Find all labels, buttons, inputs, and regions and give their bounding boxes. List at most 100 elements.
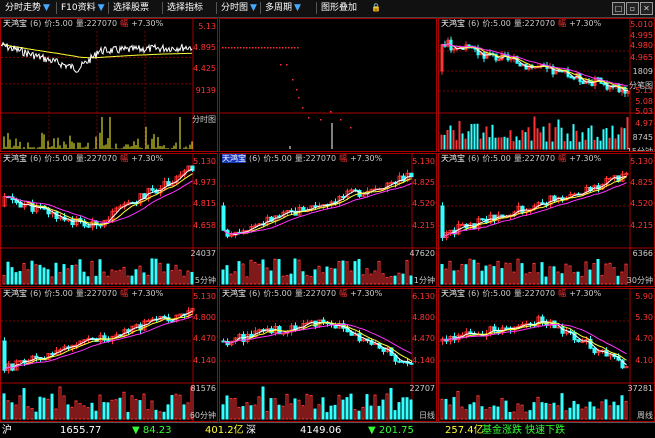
dropdown-arrow-icon[interactable]: ▼	[294, 3, 301, 13]
chart-panel-1[interactable]	[219, 18, 437, 152]
chart-canvas	[1, 154, 217, 286]
minimize-icon[interactable]: ▫	[626, 2, 639, 15]
candle-body	[162, 181, 167, 190]
volume-bar	[102, 271, 106, 285]
tick-point	[231, 47, 233, 49]
volume-bar	[273, 398, 277, 420]
panel-title-name: 天鸿宝	[222, 289, 246, 298]
volume-bar	[556, 271, 560, 285]
panel-title-name: 天鸿宝	[3, 289, 27, 298]
volume-bar	[544, 276, 548, 285]
toolbar-button-5[interactable]: 多周期 ▼	[262, 1, 306, 15]
volume-bar	[146, 274, 150, 285]
chart-panel-2[interactable]: 天鸿宝 (6) 价:5.00 量:227070 幅 +7.30% 5.010 4.995 4.9…	[438, 18, 655, 152]
chart-panel-5[interactable]: 天鸿宝 (6) 价:5.00 量:227070 幅 +7.30% 5.130 4.825 4.5…	[438, 153, 655, 287]
volume-bar	[472, 402, 476, 420]
tick-point	[237, 47, 239, 49]
dropdown-arrow-icon[interactable]: ▼	[43, 3, 50, 13]
volume-bar	[74, 400, 78, 420]
chart-panel-4[interactable]: 天鸿宝 (6) 价:5.00 量:227070 幅 +7.30% 5.130 4.825 4.5…	[219, 153, 437, 287]
volume-bar	[389, 276, 393, 285]
volume-bar	[305, 274, 309, 285]
panel-title-vol-label: 量:227070	[75, 289, 118, 298]
volume-bar	[504, 262, 508, 285]
panel-title-price-label: 价:5.00	[263, 154, 292, 163]
chart-panel-0[interactable]: 天鸿宝 (6) 价:5.00 量:227070 幅 +7.30% 5.13 4.895 4.42…	[0, 18, 218, 152]
tick-point	[276, 47, 278, 49]
volume-bar	[22, 262, 26, 285]
chart-panel-8[interactable]: 天鸿宝 (6) 价:5.00 量:227070 幅 +7.30% 5.90 5.30 4.70 4…	[438, 288, 655, 422]
volume-bar	[508, 263, 512, 285]
chart-canvas	[1, 19, 217, 151]
dropdown-arrow-icon[interactable]: ▼	[97, 3, 105, 13]
toolbar-button-4[interactable]: 分时图 ▼	[218, 1, 262, 15]
volume-bar	[512, 141, 515, 150]
candle-body	[540, 316, 545, 323]
moving-average-line	[4, 316, 193, 371]
toolbar-button-2[interactable]: 选择股票	[110, 1, 152, 15]
panel-title-code: (6)	[468, 289, 480, 298]
toolbar-button-1[interactable]: F10资料 ▼	[58, 1, 110, 15]
close-icon[interactable]: ✕	[640, 2, 653, 15]
candle-body	[409, 362, 414, 365]
volume-bar	[449, 125, 452, 150]
volume-bar	[381, 273, 385, 285]
volume-bar	[500, 137, 503, 150]
sz-change: ▼ 201.75	[368, 425, 414, 436]
volume-bar	[178, 394, 182, 420]
sh-index: 1655.77	[60, 425, 102, 436]
candle-body	[106, 339, 111, 342]
volume-bar	[377, 260, 381, 285]
chart-panel-3[interactable]: 天鸿宝 (6) 价:5.00 量:227070 幅 +7.30% 5.130 4.973 4.8…	[0, 153, 218, 287]
moving-average-line	[223, 176, 412, 236]
candle-body	[50, 353, 55, 356]
volume-bar	[281, 275, 285, 285]
volume-bar	[544, 402, 548, 420]
dropdown-arrow-icon[interactable]: ▼	[250, 3, 257, 13]
volume-bar	[624, 263, 628, 285]
volume-bar	[241, 263, 245, 285]
axis-label: 37281	[627, 384, 653, 394]
panel-title: 天鸿宝 (6) 价:5.00 量:227070 幅 +7.30%	[222, 289, 385, 299]
volume-bar	[472, 259, 476, 285]
restore-icon[interactable]: □	[612, 2, 625, 15]
volume-bar	[229, 398, 233, 420]
volume-bar	[385, 393, 389, 420]
toolbar-button-3[interactable]: 选择指标	[164, 1, 206, 15]
volume-bar	[527, 127, 530, 150]
chart-panel-7[interactable]: 天鸿宝 (6) 价:5.00 量:227070 幅 +7.30% 6.130 4.800 4.4…	[219, 288, 437, 422]
chart-canvas	[439, 19, 654, 151]
candle-body	[488, 326, 493, 335]
axis-label: 4.800	[193, 312, 216, 322]
candle-body	[509, 58, 513, 61]
volume-bar	[18, 395, 22, 420]
volume-bar	[530, 140, 533, 150]
toolbar-button-0[interactable]: 分时走势 ▼	[2, 1, 55, 15]
panel-title: 天鸿宝 (6) 价:5.00 量:227070 幅 +7.30%	[3, 289, 166, 299]
panel-title: 天鸿宝 (6) 价:5.00 量:227070 幅 +7.30%	[441, 154, 604, 164]
candle-body	[249, 333, 254, 338]
tick-point	[296, 89, 298, 91]
toolbar-button-label: 多周期	[265, 3, 293, 13]
candle-body	[564, 330, 569, 334]
moving-average-line	[4, 310, 193, 371]
toolbar-button-label: F10资料	[61, 3, 96, 13]
panel-title-code: (6)	[249, 154, 261, 163]
toolbar-button-6[interactable]: 图形叠加	[318, 1, 360, 15]
volume-bar	[289, 273, 293, 285]
volume-bar	[301, 405, 305, 420]
volume-bar	[548, 123, 551, 150]
tick-point	[234, 47, 236, 49]
volume-bar	[500, 268, 504, 285]
candle-body	[446, 39, 450, 47]
volume-bar	[448, 404, 452, 420]
news-ticker[interactable]: 基金涨跌 快速下跌	[482, 425, 566, 436]
chart-panel-6[interactable]: 天鸿宝 (6) 价:5.00 量:227070 幅 +7.30% 5.130 4.800 4.4…	[0, 288, 218, 422]
toolbar-separator	[162, 2, 163, 14]
axis-label: 5.30	[635, 312, 653, 322]
volume-bar	[580, 408, 584, 420]
candle-body	[520, 205, 525, 213]
lock-icon[interactable]: 🔒	[371, 3, 381, 12]
volume-bar	[14, 404, 18, 420]
volume-bar	[572, 400, 576, 420]
